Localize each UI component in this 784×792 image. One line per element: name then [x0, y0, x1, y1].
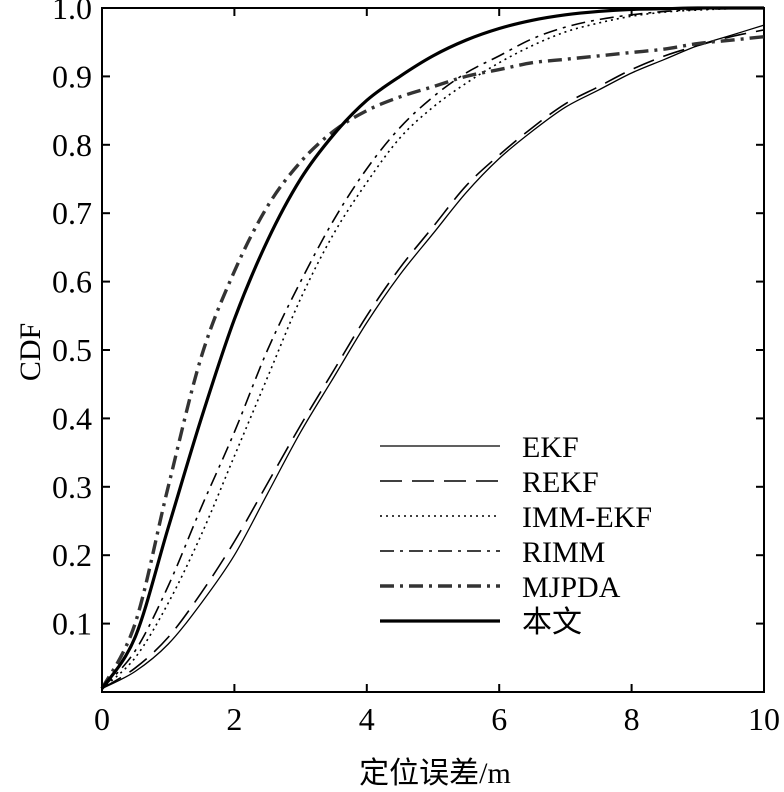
legend-label: 本文 [522, 606, 582, 639]
y-tick-label: 1.0 [52, 0, 92, 26]
y-tick-label: 0.6 [52, 264, 92, 300]
curves-layer [100, 6, 765, 690]
ticks-layer: 0 2 4 6 8 10 0.1 0.2 0.3 0.4 0.5 0.6 0.7 0.8 0.9 1.0 [52, 0, 780, 737]
series-line-2 [101, 29, 765, 690]
y-tick-label: 0.3 [52, 469, 92, 505]
plot-frame [101, 7, 765, 693]
y-tick-label: 0.8 [52, 127, 92, 163]
plot-border [101, 7, 765, 693]
legend-label: IMM-EKF [522, 501, 652, 534]
y-tick-label: 0.2 [52, 537, 92, 573]
y-tick-label: 0.9 [52, 58, 92, 94]
series-line-4 [101, 7, 765, 690]
x-axis-title: 定位误差/m [359, 757, 511, 790]
x-tick-label: 4 [359, 701, 375, 737]
x-tick-label: 2 [226, 701, 242, 737]
y-tick-label: 0.1 [52, 606, 92, 642]
legend-label: MJPDA [522, 571, 621, 604]
y-axis-title: CDF [14, 323, 47, 381]
y-tick-label: 0.4 [52, 400, 92, 436]
x-tick-label: 6 [491, 701, 507, 737]
y-tick-label: 0.5 [52, 332, 92, 368]
series-line-1 [101, 24, 765, 690]
series-line-5 [100, 35, 765, 690]
x-tick-label: 8 [624, 701, 640, 737]
legend-label: REKF [522, 466, 599, 499]
y-tick-label: 0.7 [52, 195, 92, 231]
x-tick-label: 0 [94, 701, 110, 737]
legend-label: RIMM [522, 536, 605, 569]
x-tick-label: 10 [748, 701, 780, 737]
series-line-3 [101, 7, 765, 690]
series-line-6 [100, 6, 764, 690]
legend-label: EKF [522, 431, 579, 464]
